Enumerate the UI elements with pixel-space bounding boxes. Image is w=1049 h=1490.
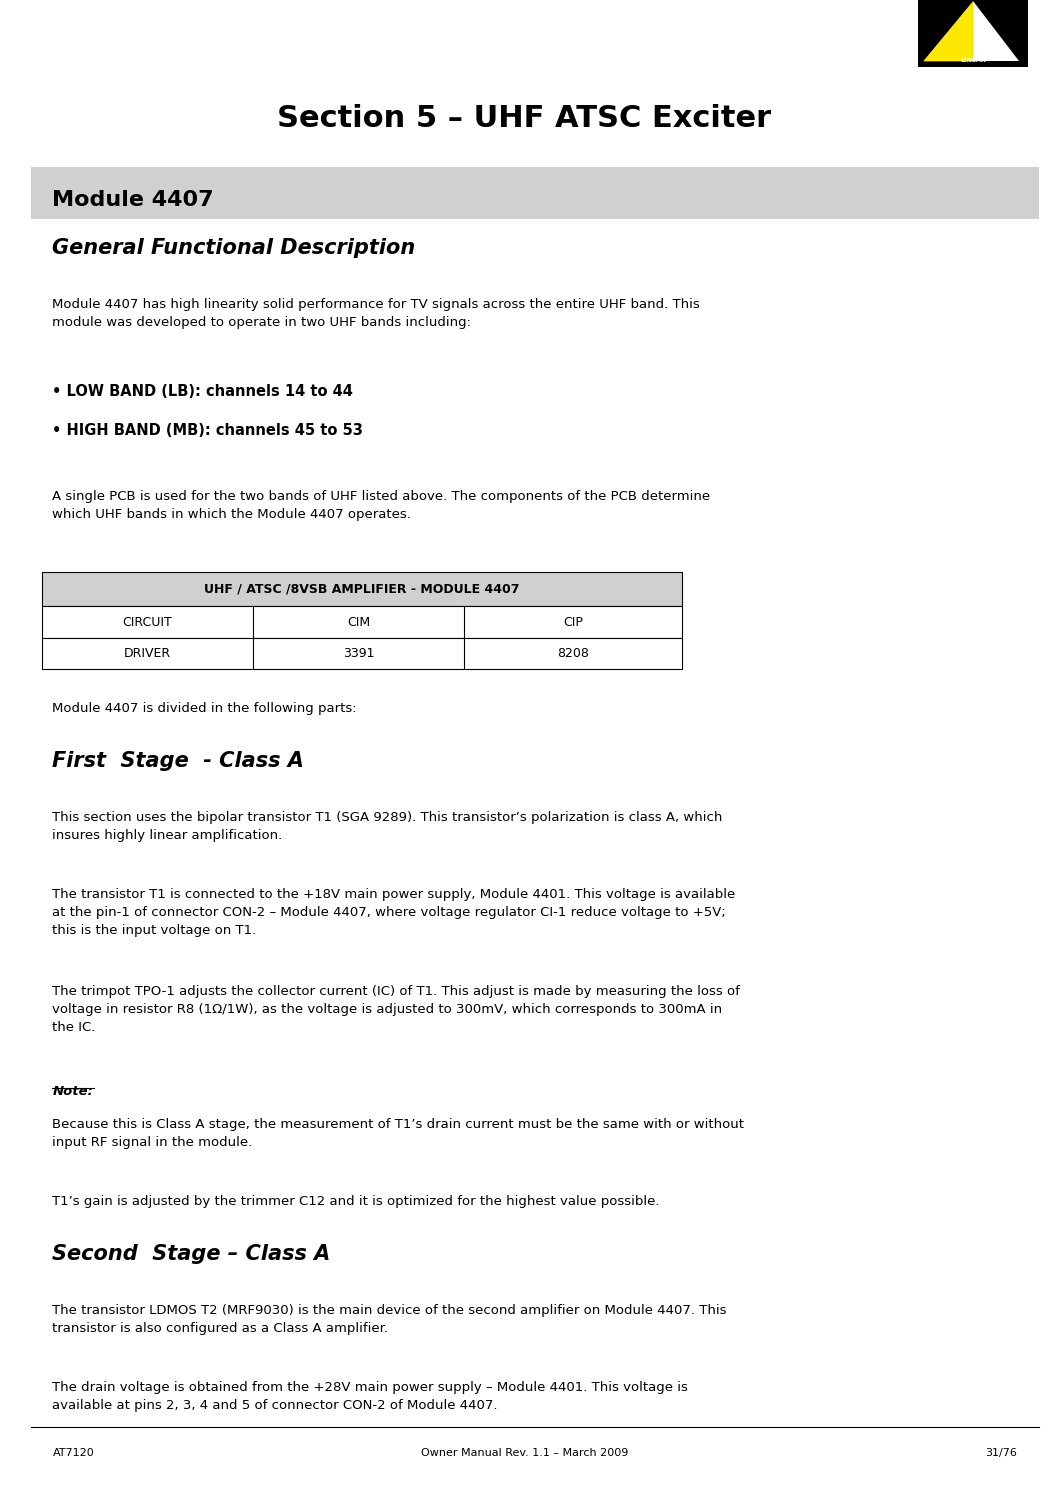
Text: General Functional Description: General Functional Description: [52, 238, 415, 258]
Text: Module 4407 is divided in the following parts:: Module 4407 is divided in the following …: [52, 702, 357, 715]
Text: UHF / ATSC /8VSB AMPLIFIER - MODULE 4407: UHF / ATSC /8VSB AMPLIFIER - MODULE 4407: [205, 583, 519, 596]
Text: The transistor T1 is connected to the +18V main power supply, Module 4401. This : The transistor T1 is connected to the +1…: [52, 888, 735, 937]
Text: Owner Manual Rev. 1.1 – March 2009: Owner Manual Rev. 1.1 – March 2009: [421, 1448, 628, 1459]
Text: • LOW BAND (LB): channels 14 to 44: • LOW BAND (LB): channels 14 to 44: [52, 384, 354, 399]
Text: DRIVER: DRIVER: [124, 647, 171, 660]
Text: Note:: Note:: [52, 1085, 93, 1098]
Text: CIRCUIT: CIRCUIT: [123, 615, 172, 629]
Text: First  Stage  - Class A: First Stage - Class A: [52, 751, 304, 770]
Text: 31/76: 31/76: [986, 1448, 1018, 1459]
Text: Second  Stage – Class A: Second Stage – Class A: [52, 1244, 330, 1264]
Bar: [918, 0, 1028, 67]
Text: 3391: 3391: [343, 647, 374, 660]
Bar: [42, 638, 682, 669]
Text: AT7120: AT7120: [52, 1448, 94, 1459]
Text: This section uses the bipolar transistor T1 (SGA 9289). This transistor’s polari: This section uses the bipolar transistor…: [52, 811, 723, 842]
Bar: [31, 167, 1039, 219]
Polygon shape: [923, 1, 973, 61]
Text: T1’s gain is adjusted by the trimmer C12 and it is optimized for the highest val: T1’s gain is adjusted by the trimmer C12…: [52, 1195, 660, 1208]
Text: Section 5 – UHF ATSC Exciter: Section 5 – UHF ATSC Exciter: [277, 104, 772, 133]
Text: Module 4407 has high linearity solid performance for TV signals across the entir: Module 4407 has high linearity solid per…: [52, 298, 700, 329]
Text: CIP: CIP: [563, 615, 583, 629]
Text: CIM: CIM: [347, 615, 370, 629]
Text: • HIGH BAND (MB): channels 45 to 53: • HIGH BAND (MB): channels 45 to 53: [52, 423, 363, 438]
Text: Because this is Class A stage, the measurement of T1’s drain current must be the: Because this is Class A stage, the measu…: [52, 1118, 745, 1149]
Bar: [42, 606, 682, 638]
Text: A single PCB is used for the two bands of UHF listed above. The components of th: A single PCB is used for the two bands o…: [52, 490, 710, 522]
Bar: [42, 572, 682, 606]
Text: 8208: 8208: [557, 647, 588, 660]
Text: The transistor LDMOS T2 (MRF9030) is the main device of the second amplifier on : The transistor LDMOS T2 (MRF9030) is the…: [52, 1304, 727, 1335]
Text: The drain voltage is obtained from the +28V main power supply – Module 4401. Thi: The drain voltage is obtained from the +…: [52, 1381, 688, 1413]
Text: Module 4407: Module 4407: [52, 189, 214, 210]
Text: LINEAR: LINEAR: [960, 58, 986, 63]
Text: The trimpot TPO-1 adjusts the collector current (IC) of T1. This adjust is made : The trimpot TPO-1 adjusts the collector …: [52, 985, 741, 1034]
Polygon shape: [973, 1, 1020, 61]
